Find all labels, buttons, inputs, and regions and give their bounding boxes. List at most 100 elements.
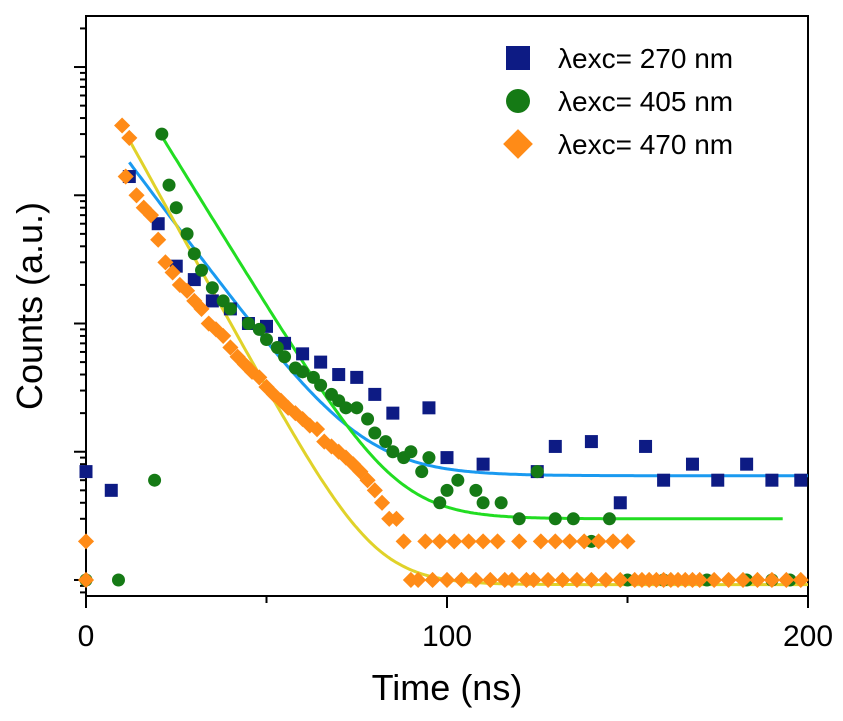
data-point-diamond bbox=[503, 571, 521, 589]
data-point-diamond bbox=[193, 300, 210, 317]
data-point-square bbox=[765, 473, 779, 487]
data-point-circle bbox=[270, 340, 284, 354]
data-point-diamond bbox=[77, 571, 95, 589]
data-point-diamond bbox=[763, 571, 780, 589]
data-point-diamond bbox=[77, 533, 95, 550]
data-point-diamond bbox=[792, 571, 809, 589]
data-point-diamond bbox=[475, 533, 492, 550]
legend-label: λexc= 405 nm bbox=[558, 86, 733, 117]
data-point-square bbox=[296, 347, 310, 361]
data-point-diamond bbox=[222, 339, 239, 356]
data-point-square bbox=[151, 217, 165, 231]
data-point-circle bbox=[241, 317, 255, 331]
data-point-square bbox=[548, 439, 562, 453]
data-point-diamond bbox=[460, 533, 477, 550]
legend: λexc= 270 nm λexc= 405 nm λexc= 470 nm bbox=[503, 43, 733, 160]
data-point-diamond bbox=[619, 533, 636, 550]
y-axis-ticks bbox=[74, 27, 86, 594]
x-axis-title: Time (ns) bbox=[372, 667, 523, 708]
data-point-diamond bbox=[720, 571, 737, 589]
data-point-diamond bbox=[446, 533, 463, 550]
data-point-circle bbox=[195, 263, 209, 277]
data-point-circle bbox=[422, 451, 436, 465]
data-point-square bbox=[104, 483, 118, 497]
y-axis-title: Counts (a.u.) bbox=[9, 202, 50, 410]
data-point-circle bbox=[404, 445, 418, 459]
data-point-circle bbox=[530, 465, 544, 479]
data-point-circle bbox=[350, 401, 364, 415]
data-point-diamond bbox=[568, 571, 586, 589]
data-point-diamond bbox=[388, 510, 405, 527]
data-point-diamond bbox=[540, 571, 557, 589]
data-point-diamond bbox=[612, 571, 629, 589]
data-point-square bbox=[685, 457, 699, 471]
data-point-circle bbox=[296, 365, 310, 379]
data-point-square bbox=[350, 370, 364, 384]
data-point-circle bbox=[368, 426, 382, 440]
data-point-circle bbox=[361, 412, 375, 426]
data-point-diamond bbox=[417, 533, 434, 550]
data-point-diamond bbox=[142, 207, 160, 224]
data-point-circle bbox=[602, 512, 616, 526]
data-point-diamond bbox=[215, 327, 232, 344]
data-point-diamond bbox=[438, 571, 456, 589]
data-point-diamond bbox=[251, 369, 268, 386]
data-point-diamond bbox=[532, 533, 549, 550]
legend-marker-square bbox=[506, 46, 530, 70]
data-point-diamond bbox=[395, 533, 412, 550]
legend-label: λexc= 470 nm bbox=[558, 129, 733, 160]
fit-curve bbox=[156, 129, 783, 521]
data-point-square bbox=[740, 457, 754, 471]
x-axis-ticks: 0 100 200 bbox=[78, 596, 833, 653]
data-point-circle bbox=[451, 473, 465, 487]
data-point-diamond bbox=[583, 571, 600, 589]
data-point-square bbox=[314, 355, 328, 369]
data-point-square bbox=[613, 496, 627, 510]
data-point-diamond bbox=[117, 168, 134, 185]
data-point-diamond bbox=[373, 494, 391, 511]
data-point-circle bbox=[415, 465, 429, 479]
data-point-diamond bbox=[431, 533, 448, 550]
data-point-diamond bbox=[352, 463, 369, 480]
data-point-square bbox=[79, 465, 93, 479]
data-point-diamond bbox=[749, 571, 766, 589]
data-point-diamond bbox=[308, 421, 326, 438]
data-point-circle bbox=[386, 445, 400, 459]
data-point-diamond bbox=[135, 199, 152, 216]
data-point-diamond bbox=[424, 571, 441, 589]
data-point-circle bbox=[169, 201, 183, 215]
data-point-square bbox=[794, 473, 808, 487]
legend-label: λexc= 270 nm bbox=[558, 43, 733, 74]
data-point-diamond bbox=[453, 571, 470, 589]
legend-marker-circle bbox=[506, 89, 530, 113]
data-point-circle bbox=[469, 483, 483, 497]
data-point-circle bbox=[155, 127, 169, 141]
data-point-square bbox=[187, 273, 201, 287]
data-point-diamond bbox=[114, 117, 131, 134]
data-point-circle bbox=[148, 473, 162, 487]
data-point-diamond bbox=[605, 533, 622, 550]
data-point-circle bbox=[252, 322, 266, 336]
data-point-circle bbox=[162, 178, 176, 192]
data-point-square bbox=[711, 473, 725, 487]
legend-marker-diamond bbox=[503, 129, 533, 159]
data-point-circle bbox=[339, 401, 353, 415]
data-point-diamond bbox=[128, 187, 145, 204]
data-point-square bbox=[440, 451, 454, 465]
data-point-diamond bbox=[547, 533, 564, 550]
data-point-square bbox=[386, 406, 400, 420]
data-point-circle bbox=[111, 573, 125, 587]
data-point-diamond bbox=[561, 533, 578, 550]
data-point-circle bbox=[440, 483, 454, 497]
data-point-diamond bbox=[121, 129, 138, 146]
data-point-circle bbox=[314, 378, 328, 392]
data-point-diamond bbox=[511, 533, 528, 550]
data-point-diamond bbox=[691, 571, 708, 589]
fit-curve bbox=[128, 161, 808, 478]
data-point-diamond bbox=[778, 571, 795, 589]
data-point-diamond bbox=[410, 571, 427, 589]
data-point-square bbox=[205, 294, 219, 308]
data-point-diamond bbox=[359, 472, 376, 489]
data-point-diamond bbox=[482, 571, 499, 589]
data-point-diamond bbox=[366, 482, 383, 499]
